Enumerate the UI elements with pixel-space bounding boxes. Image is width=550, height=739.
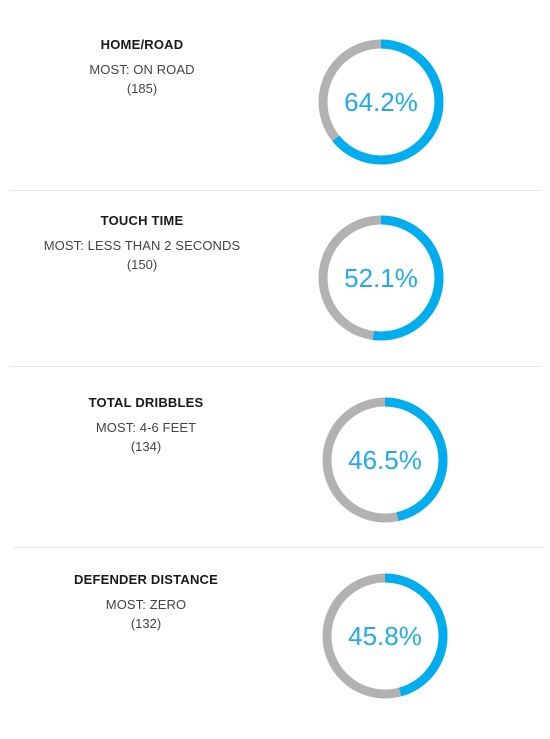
- row-divider: [14, 547, 544, 548]
- donut-svg: 45.8%: [322, 573, 448, 699]
- donut-svg: 52.1%: [318, 215, 444, 341]
- stat-most-label: MOST: ZERO: [105, 597, 187, 612]
- stat-count: (185): [126, 81, 158, 96]
- stat-most-label: MOST: 4-6 FEET: [95, 420, 197, 435]
- donut-value-arc: [332, 39, 444, 165]
- donut-percent-label: 45.8%: [348, 621, 422, 651]
- donut-percent-label: 64.2%: [344, 87, 418, 117]
- stat-title: TOTAL DRIBBLES: [88, 395, 204, 410]
- donut-chart: 46.5%: [320, 395, 450, 525]
- stat-most-label: MOST: LESS THAN 2 SECONDS: [43, 238, 241, 253]
- stat-row-total-dribbles: TOTAL DRIBBLES MOST: 4-6 FEET (134) 46.5…: [0, 367, 550, 547]
- stat-count: (150): [126, 257, 158, 272]
- row-divider: [10, 190, 540, 191]
- donut-svg: 46.5%: [322, 397, 448, 523]
- stat-most-label: MOST: ON ROAD: [89, 62, 195, 77]
- stat-row-defender-distance: DEFENDER DISTANCE MOST: ZERO (132) 45.8%: [0, 548, 550, 739]
- stat-info: DEFENDER DISTANCE MOST: ZERO (132): [21, 572, 271, 632]
- donut-chart: 45.8%: [320, 571, 450, 701]
- stat-row-touch-time: TOUCH TIME MOST: LESS THAN 2 SECONDS (15…: [0, 191, 550, 366]
- stat-title: TOUCH TIME: [100, 213, 184, 228]
- row-divider: [10, 366, 540, 367]
- stat-title: DEFENDER DISTANCE: [73, 572, 218, 587]
- stat-row-home-road: HOME/ROAD MOST: ON ROAD (185) 64.2%: [0, 0, 550, 190]
- stat-count: (132): [130, 616, 162, 631]
- stat-info: TOTAL DRIBBLES MOST: 4-6 FEET (134): [21, 395, 271, 455]
- donut-percent-label: 46.5%: [348, 445, 422, 475]
- stat-count: (134): [130, 439, 162, 454]
- donut-value-arc: [384, 397, 448, 521]
- donut-chart: 52.1%: [316, 213, 446, 343]
- donut-svg: 64.2%: [318, 39, 444, 165]
- donut-value-arc: [384, 573, 448, 697]
- donut-chart: 64.2%: [316, 37, 446, 167]
- donut-value-arc: [372, 215, 444, 341]
- stat-info: HOME/ROAD MOST: ON ROAD (185): [17, 37, 267, 97]
- donut-percent-label: 52.1%: [344, 263, 418, 293]
- stat-title: HOME/ROAD: [100, 37, 184, 52]
- stat-info: TOUCH TIME MOST: LESS THAN 2 SECONDS (15…: [17, 213, 267, 273]
